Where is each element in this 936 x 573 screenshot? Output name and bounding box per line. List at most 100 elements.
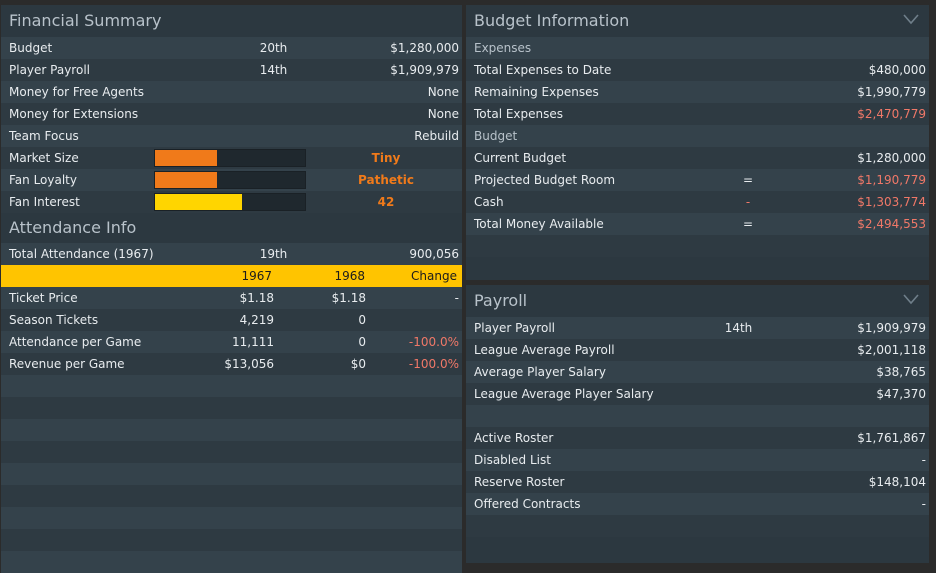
financial-rows: Budget 20th $1,280,000 Player Payroll 14… [1,37,462,213]
row-value: $1,280,000 [857,151,926,165]
header-year-1967[interactable]: 1967 [241,269,272,283]
empty-row [1,551,462,573]
row-label: Ticket Price [9,291,78,305]
row-operator: = [742,217,754,231]
row-rank: 20th [259,41,288,55]
financial-row-free-agents: Money for Free Agents None [1,81,462,103]
meter-row-fan-loyalty: Fan Loyalty Pathetic [1,169,462,191]
fan-loyalty-bar-fill [155,172,217,188]
row-1968: $1.18 [331,291,366,305]
budget-row-projected-room: Projected Budget Room = $1,190,779 [466,169,929,191]
row-label: Attendance per Game [9,335,142,349]
row-value: None [427,85,459,99]
meter-label: Fan Loyalty [9,173,77,187]
row-label: Average Player Salary [474,365,606,379]
chevron-down-icon[interactable] [903,13,919,25]
row-label: Disabled List [474,453,551,467]
row-value: $480,000 [868,63,926,77]
empty-row [1,485,462,507]
row-rank: 19th [259,247,288,261]
row-value: $38,765 [876,365,926,379]
row-value: - [921,453,926,467]
row-value: $148,104 [868,475,926,489]
row-value: $2,001,118 [857,343,926,357]
attendance-row-ticket-price: Ticket Price $1.18 $1.18 - [1,287,462,309]
row-change: -100.0% [408,335,459,349]
expenses-label: Expenses [474,41,532,55]
empty-row [1,375,462,397]
row-value: $1,761,867 [857,431,926,445]
empty-row [1,419,462,441]
payroll-row-league-average-payroll: League Average Payroll $2,001,118 [466,339,929,361]
row-label: Cash [474,195,504,209]
row-label: Budget [9,41,53,55]
row-value: $2,494,553 [857,217,926,231]
fan-loyalty-bar [154,171,306,189]
payroll-row-average-salary: Average Player Salary $38,765 [466,361,929,383]
budget-label: Budget [474,129,518,143]
row-label: Offered Contracts [474,497,581,511]
budget-row-expenses-to-date: Total Expenses to Date $480,000 [466,59,929,81]
row-label: Player Payroll [9,63,90,77]
row-operator: = [742,173,754,187]
header-change[interactable]: Change [411,269,457,283]
row-label: Remaining Expenses [474,85,599,99]
row-label: League Average Player Salary [474,387,654,401]
attendance-row-per-game: Attendance per Game 11,111 0 -100.0% [1,331,462,353]
payroll-panel: Payroll Player Payroll 14th $1,909,979 L… [466,285,929,563]
row-value: $1,190,779 [857,173,926,187]
budget-title-text: Budget Information [474,11,630,30]
budget-row-remaining-expenses: Remaining Expenses $1,990,779 [466,81,929,103]
expenses-section-row: Expenses [466,37,929,59]
attendance-header-row: 1967 1968 Change [1,265,462,287]
meter-row-fan-interest: Fan Interest 42 [1,191,462,213]
payroll-row-offered-contracts: Offered Contracts - [466,493,929,515]
budget-row-current-budget: Current Budget $1,280,000 [466,147,929,169]
financial-summary-title: Financial Summary [9,11,162,30]
empty-row [1,441,462,463]
budget-panel: Budget Information Expenses Total Expens… [466,5,929,280]
payroll-row-reserve-roster: Reserve Roster $148,104 [466,471,929,493]
financial-row-player-payroll: Player Payroll 14th $1,909,979 [1,59,462,81]
budget-information-title: Budget Information [466,5,929,37]
row-rank: 14th [724,321,753,335]
row-value: Rebuild [414,129,459,143]
row-value: $1,909,979 [857,321,926,335]
row-label: Season Tickets [9,313,99,327]
row-operator: - [745,195,751,209]
row-value: $1,280,000 [390,41,459,55]
row-1967: $1.18 [239,291,274,305]
empty-row [466,515,929,537]
row-1968: 0 [358,313,366,327]
row-label: Reserve Roster [474,475,565,489]
budget-row-total-expenses: Total Expenses $2,470,779 [466,103,929,125]
chevron-down-icon[interactable] [903,293,919,305]
meter-label: Market Size [9,151,79,165]
row-1967: 4,219 [239,313,274,327]
meter-label: Fan Interest [9,195,80,209]
row-value: 900,056 [409,247,459,261]
row-label: Player Payroll [474,321,555,335]
budget-row-total-money: Total Money Available = $2,494,553 [466,213,929,235]
financial-row-extensions: Money for Extensions None [1,103,462,125]
budget-rows: Expenses Total Expenses to Date $480,000… [466,37,929,257]
market-size-bar [154,149,306,167]
header-year-1968[interactable]: 1968 [334,269,365,283]
empty-row [1,507,462,529]
row-change: - [454,291,459,305]
row-label: Money for Free Agents [9,85,144,99]
fan-interest-bar [154,193,306,211]
payroll-row-league-average-salary: League Average Player Salary $47,370 [466,383,929,405]
empty-row [466,235,929,257]
row-label: Team Focus [9,129,79,143]
row-1967: $13,056 [224,357,274,371]
row-1968: $0 [350,357,366,371]
attendance-row-season-tickets: Season Tickets 4,219 0 [1,309,462,331]
row-label: Total Expenses to Date [474,63,612,77]
row-value: $47,370 [876,387,926,401]
attendance-data-rows: Ticket Price $1.18 $1.18 - Season Ticket… [1,287,462,573]
row-value: - [921,497,926,511]
meter-value: Tiny [371,151,401,165]
row-1967: 11,111 [232,335,274,349]
payroll-title-text: Payroll [474,291,528,310]
